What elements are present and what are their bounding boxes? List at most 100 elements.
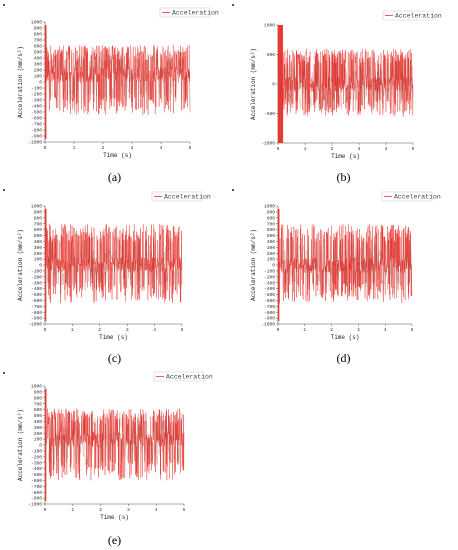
chart-svg-a: 10009008007006005004003002001000-100-200… bbox=[3, 4, 219, 159]
y-tick-label: 400 bbox=[34, 419, 43, 425]
y-tick-label: -500 bbox=[264, 111, 275, 117]
y-tick-label: 500 bbox=[34, 50, 43, 56]
y-tick-label: 200 bbox=[34, 68, 43, 74]
y-tick-label: 100 bbox=[34, 74, 43, 80]
y-tick-label: 900 bbox=[34, 26, 43, 32]
x-tick-label: 0 bbox=[44, 145, 47, 151]
panel-label-a: (a) bbox=[107, 170, 122, 184]
y-tick-label: 1000 bbox=[264, 23, 275, 29]
y-tick-label: -600 bbox=[31, 478, 42, 484]
y-tick-label: 500 bbox=[267, 233, 276, 239]
y-tick-label: 400 bbox=[34, 56, 43, 62]
legend-box bbox=[159, 7, 211, 18]
x-tick-label: 2 bbox=[331, 146, 334, 152]
y-tick-label: -1000 bbox=[261, 141, 275, 147]
series-line-acceleration bbox=[44, 208, 183, 322]
y-axis-label: Acceleration (mm/s²) bbox=[17, 229, 24, 301]
y-axis-label: Acceleration (mm/s²) bbox=[250, 48, 257, 120]
chart-panel-a: 1000 900 800 700 600 500 400 300 200 100 0 -100 -200… bbox=[0, 0, 229, 185]
y-tick-label: 900 bbox=[34, 390, 43, 396]
x-tick-label: 0 bbox=[277, 146, 280, 152]
y-tick-label: 600 bbox=[34, 407, 43, 413]
chart-panel-b: 1000 500 0 -500 -1000 0 1 2 3 4 5 Time (s) Accelerat… bbox=[229, 0, 458, 185]
y-tick-label: 600 bbox=[34, 44, 43, 50]
y-tick-label: -800 bbox=[31, 310, 42, 316]
y-tick-label: -700 bbox=[31, 122, 42, 128]
legend-label: Acceleration bbox=[172, 10, 219, 17]
y-tick-label: -500 bbox=[264, 292, 275, 298]
y-tick-label: 200 bbox=[34, 251, 43, 257]
y-tick-label: 0 bbox=[39, 80, 42, 86]
panel-label-c: (c) bbox=[107, 351, 122, 365]
y-tick-label: -600 bbox=[264, 298, 275, 304]
x-tick-label: 3 bbox=[127, 507, 130, 513]
y-tick-label: 0 bbox=[39, 443, 42, 449]
x-tick-label: 1 bbox=[304, 146, 307, 152]
y-tick-label: -200 bbox=[31, 454, 42, 460]
x-tick-label: 3 bbox=[126, 327, 129, 333]
x-tick-label: 2 bbox=[98, 327, 101, 333]
y-tick-label: 800 bbox=[34, 32, 43, 38]
legend-label: Acceleration bbox=[164, 194, 211, 201]
y-tick-label: 700 bbox=[267, 221, 276, 227]
y-tick-label: 1000 bbox=[31, 204, 42, 210]
x-tick-label: 3 bbox=[131, 145, 134, 151]
y-tick-label: 400 bbox=[267, 239, 276, 245]
y-tick-label: -700 bbox=[31, 484, 42, 490]
chart-svg-d: 10009008007006005004003002001000-100-200… bbox=[232, 189, 441, 341]
x-tick-label: 1 bbox=[71, 507, 74, 513]
chart-panel-d: 1000 900 800 700 600 500 400 300 200 100 0 -100 -200… bbox=[229, 185, 458, 370]
x-tick-label: 1 bbox=[71, 327, 74, 333]
y-tick-label: -800 bbox=[264, 310, 275, 316]
y-tick-label: 700 bbox=[34, 401, 43, 407]
x-axis-label: Time (s) bbox=[100, 514, 129, 521]
y-tick-label: -600 bbox=[31, 116, 42, 122]
x-tick-label: 5 bbox=[412, 146, 415, 152]
y-tick-label: -1000 bbox=[28, 502, 42, 508]
y-tick-label: -100 bbox=[31, 449, 42, 455]
x-axis-label: Time (s) bbox=[99, 334, 128, 341]
panel-label-d: (d) bbox=[336, 351, 351, 365]
legend-box bbox=[153, 371, 205, 382]
y-tick-label: -400 bbox=[31, 286, 42, 292]
x-tick-label: 0 bbox=[277, 327, 280, 333]
series-line-acceleration-overlay bbox=[280, 57, 414, 111]
x-tick-label: 0 bbox=[44, 327, 47, 333]
x-tick-label: 1 bbox=[73, 145, 76, 151]
y-axis-label: Acceleration (mm/s²) bbox=[250, 229, 257, 301]
y-tick-label: 900 bbox=[267, 210, 276, 216]
legend-label: Acceleration bbox=[166, 374, 213, 381]
corner-marker bbox=[3, 372, 5, 374]
y-tick-label: -1000 bbox=[28, 322, 42, 328]
y-tick-label: 600 bbox=[34, 227, 43, 233]
legend-box bbox=[151, 191, 203, 202]
y-tick-label: -400 bbox=[31, 104, 42, 110]
y-tick-label: -100 bbox=[264, 269, 275, 275]
corner-marker bbox=[232, 189, 234, 191]
y-tick-label: 500 bbox=[34, 413, 43, 419]
y-tick-label: 100 bbox=[267, 257, 276, 263]
y-tick-label: 800 bbox=[267, 215, 276, 221]
series-line-acceleration-overlay bbox=[47, 47, 191, 102]
y-tick-label: 0 bbox=[39, 263, 42, 269]
y-tick-label: 300 bbox=[34, 245, 43, 251]
corner-marker bbox=[3, 189, 5, 191]
y-tick-label: 200 bbox=[34, 431, 43, 437]
y-tick-label: -900 bbox=[31, 134, 42, 140]
chart-svg-e: 10009008007006005004003002001000-100-200… bbox=[3, 371, 213, 521]
x-tick-label: 4 bbox=[384, 327, 387, 333]
y-tick-label: -500 bbox=[31, 292, 42, 298]
y-tick-label: -700 bbox=[264, 304, 275, 310]
y-tick-label: 300 bbox=[34, 62, 43, 68]
chart-panel-c: 1000 900 800 700 600 500 400 300 200 100 0 -100 -200… bbox=[0, 185, 229, 370]
series-line-acceleration-overlay bbox=[47, 238, 183, 291]
y-tick-label: 1000 bbox=[31, 384, 42, 390]
y-tick-label: -800 bbox=[31, 490, 42, 496]
x-tick-label: 4 bbox=[155, 507, 158, 513]
y-tick-label: 500 bbox=[267, 52, 276, 58]
y-tick-label: 0 bbox=[272, 82, 275, 88]
x-tick-label: 2 bbox=[102, 145, 105, 151]
y-tick-label: 900 bbox=[34, 210, 43, 216]
y-tick-label: -500 bbox=[31, 472, 42, 478]
y-tick-label: -800 bbox=[31, 128, 42, 134]
